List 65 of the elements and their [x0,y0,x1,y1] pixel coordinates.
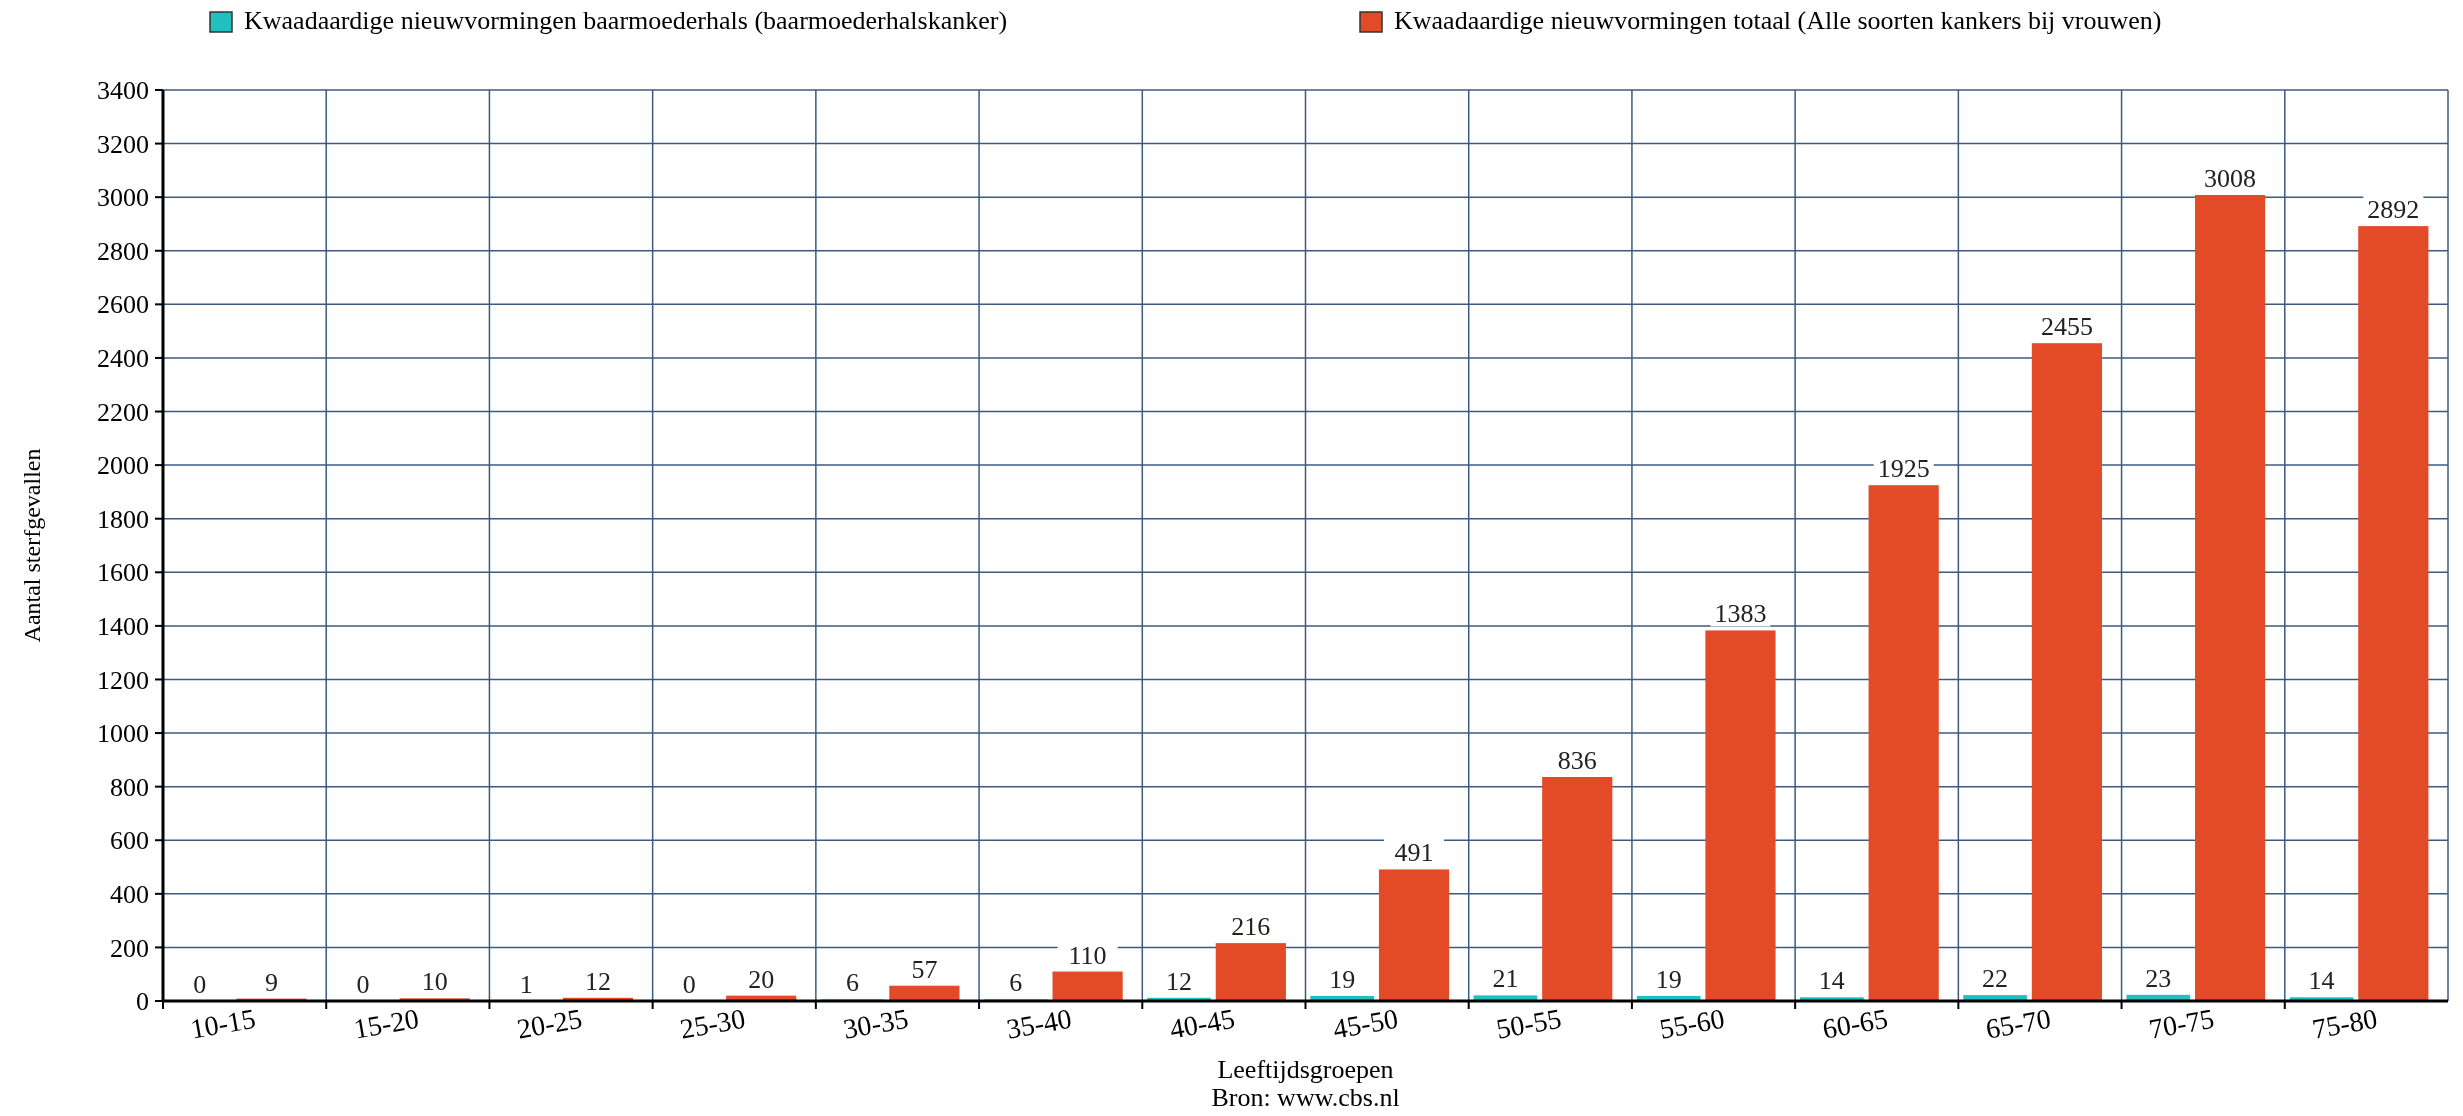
x-axis-title: Leeftijdsgroepen [1217,1055,1394,1084]
x-tick-label: 65-70 [1983,1002,2054,1045]
x-tick-label: 55-60 [1657,1002,1727,1045]
y-tick-label: 2600 [97,290,149,320]
y-tick-label: 1600 [97,558,149,588]
y-tick-label: 3400 [97,76,149,106]
x-tick-label: 50-55 [1493,1002,1564,1045]
data-label: 491 [1394,838,1434,868]
y-tick-label: 1800 [97,504,149,534]
x-tick-label: 35-40 [1004,1002,1074,1045]
y-tick-label: 2400 [97,344,149,374]
data-label: 12 [1166,966,1193,996]
y-tick-label: 600 [110,826,149,856]
x-tick-label: 60-65 [1820,1002,1890,1045]
data-label: 14 [2308,966,2335,996]
legend-label: Kwaadaardige nieuwvormingen baarmoederhals (baarmoederhalskanker) [244,6,1008,35]
y-tick-label: 3200 [97,129,149,159]
y-tick-label: 800 [110,772,149,802]
y-tick-label: 400 [110,879,149,909]
x-tick-label: 15-20 [351,1002,422,1045]
y-tick-label: 0 [136,987,149,1017]
data-label: 57 [911,954,938,984]
data-label: 22 [1982,964,2009,994]
x-tick-label: 40-45 [1167,1002,1238,1045]
data-label: 3008 [2204,164,2257,194]
x-tick-label: 30-35 [840,1002,911,1045]
data-label: 2892 [2367,195,2420,225]
data-label: 21 [1492,964,1519,994]
x-tick-label: 45-50 [1330,1002,1401,1045]
legend-label: Kwaadaardige nieuwvormingen totaal (Alle soorten kankers bij vrouwen) [1394,6,2162,35]
data-label: 110 [1068,940,1107,970]
y-tick-label: 2800 [97,236,149,266]
y-tick-label: 2000 [97,451,149,481]
data-label: 19 [1329,964,1356,994]
data-label: 216 [1231,912,1271,942]
data-label: 12 [584,966,611,996]
y-axis-title: Aantal sterfgevallen [19,448,45,643]
data-label: 9 [265,967,279,997]
data-label: 20 [748,964,775,994]
y-tick-label: 3000 [97,183,149,213]
data-label: 836 [1557,746,1597,775]
data-label: 19 [1655,964,1682,994]
data-label: 0 [356,970,370,999]
y-tick-label: 1000 [97,719,149,749]
data-label: 0 [682,970,696,999]
data-label: 6 [1009,968,1023,998]
x-tick-label: 10-15 [188,1002,258,1045]
data-label: 1925 [1877,454,1930,484]
y-tick-label: 2200 [97,397,149,427]
data-label: 0 [193,970,207,999]
y-tick-label: 1400 [97,611,149,641]
data-label: 23 [2145,963,2172,993]
x-tick-label: 25-30 [677,1002,748,1045]
data-label: 10 [421,967,448,997]
x-tick-label: 75-80 [2309,1002,2380,1045]
x-tick-label: 70-75 [2146,1002,2217,1045]
y-tick-label: 200 [110,933,149,963]
text: Bron: www.cbs.nl [1211,1083,1400,1112]
x-tick-label: 20-25 [514,1002,585,1045]
data-label: 1 [519,969,533,999]
data-label: 14 [1818,966,1845,996]
y-tick-label: 1200 [97,665,149,695]
data-label: 6 [846,968,860,998]
data-label: 2455 [2040,312,2093,342]
data-label: 1383 [1714,599,1767,629]
